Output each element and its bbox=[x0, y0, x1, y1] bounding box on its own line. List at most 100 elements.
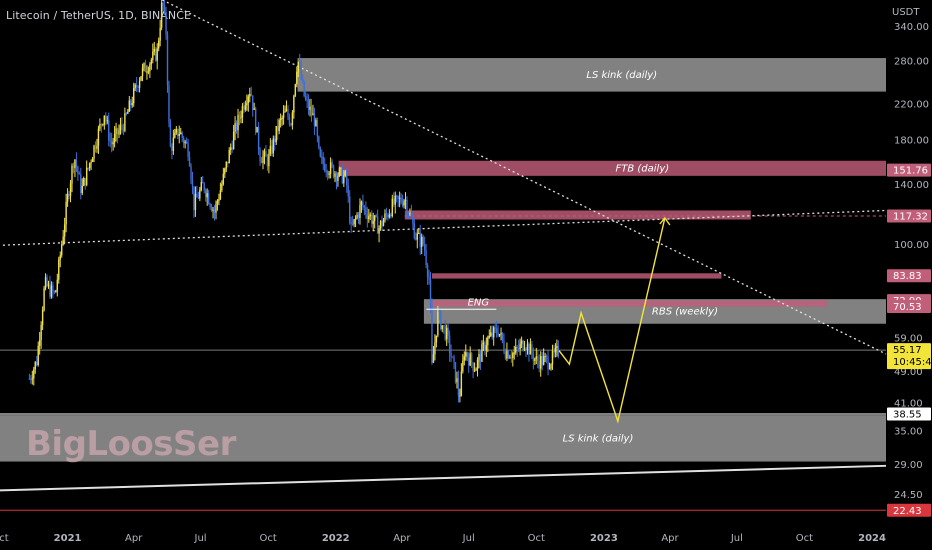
candle-7 bbox=[38, 340, 41, 346]
candle-165 bbox=[271, 145, 273, 154]
candle-187 bbox=[303, 81, 305, 97]
candle-108 bbox=[187, 143, 189, 157]
candle-49 bbox=[100, 123, 103, 125]
candle-82 bbox=[149, 64, 151, 72]
candle-24 bbox=[63, 224, 66, 237]
candle-121 bbox=[206, 193, 208, 198]
candle-80 bbox=[146, 71, 148, 73]
candle-79 bbox=[144, 63, 147, 73]
candle-77 bbox=[141, 67, 144, 77]
candle-122 bbox=[207, 193, 210, 205]
price-badge-2 bbox=[887, 269, 931, 283]
candle-284 bbox=[445, 327, 448, 340]
candle-185 bbox=[300, 65, 302, 80]
candle-292 bbox=[457, 378, 460, 396]
candle-60 bbox=[116, 128, 119, 135]
candle-120 bbox=[205, 190, 207, 198]
candle-0 bbox=[28, 378, 31, 380]
candle-350 bbox=[542, 356, 545, 365]
candle-241 bbox=[382, 220, 385, 227]
x-tick-3: Jul bbox=[194, 533, 207, 544]
price-badge-1 bbox=[887, 209, 931, 223]
candle-268 bbox=[422, 236, 424, 245]
candle-217 bbox=[347, 185, 349, 197]
candle-254 bbox=[401, 202, 404, 206]
candle-281 bbox=[441, 325, 443, 330]
candle-44 bbox=[93, 145, 95, 159]
candle-246 bbox=[390, 214, 392, 217]
candle-203 bbox=[326, 171, 329, 175]
candle-97 bbox=[171, 146, 173, 151]
candle-50 bbox=[102, 124, 104, 126]
candle-235 bbox=[373, 215, 376, 221]
candle-42 bbox=[90, 162, 92, 164]
candle-278 bbox=[437, 311, 439, 336]
candle-18 bbox=[55, 290, 57, 293]
candle-145 bbox=[241, 106, 244, 118]
candle-90 bbox=[160, 2, 163, 28]
candle-172 bbox=[281, 117, 283, 119]
candle-174 bbox=[284, 110, 286, 113]
candle-299 bbox=[468, 357, 470, 366]
y-tick-1: 280.00 bbox=[894, 57, 929, 68]
candle-295 bbox=[462, 360, 464, 372]
candle-43 bbox=[91, 158, 94, 163]
candle-343 bbox=[532, 353, 535, 361]
projection-layer bbox=[558, 216, 671, 424]
candle-258 bbox=[407, 213, 410, 215]
candle-136 bbox=[228, 149, 230, 164]
price-badge-5 bbox=[887, 343, 931, 370]
candle-316 bbox=[492, 327, 495, 338]
candle-317 bbox=[494, 327, 496, 329]
candle-234 bbox=[372, 220, 374, 224]
candle-311 bbox=[485, 345, 488, 351]
candle-249 bbox=[394, 195, 396, 205]
candle-348 bbox=[540, 355, 542, 369]
candle-137 bbox=[229, 147, 232, 150]
candle-16 bbox=[52, 285, 54, 292]
candle-135 bbox=[227, 161, 229, 164]
candle-83 bbox=[150, 59, 153, 65]
projection-arrowhead bbox=[659, 216, 671, 226]
candle-51 bbox=[103, 115, 106, 125]
candle-152 bbox=[252, 95, 254, 110]
candle-125 bbox=[212, 209, 214, 211]
candle-346 bbox=[537, 356, 539, 362]
candle-179 bbox=[291, 112, 294, 126]
candle-76 bbox=[140, 76, 142, 81]
candle-207 bbox=[332, 165, 335, 177]
x-tick-1: 2021 bbox=[54, 533, 82, 544]
candle-66 bbox=[125, 113, 128, 115]
candle-259 bbox=[409, 212, 411, 215]
candle-333 bbox=[517, 347, 520, 350]
candle-78 bbox=[143, 63, 145, 68]
y-tick-2: 220.00 bbox=[894, 100, 929, 111]
candle-250 bbox=[396, 195, 398, 197]
candle-81 bbox=[147, 71, 150, 73]
candle-304 bbox=[475, 369, 477, 371]
candle-107 bbox=[185, 141, 188, 144]
candle-216 bbox=[346, 171, 348, 186]
candle-30 bbox=[72, 165, 75, 169]
candle-182 bbox=[296, 71, 298, 85]
candle-154 bbox=[254, 108, 257, 133]
candle-140 bbox=[234, 123, 236, 132]
candle-64 bbox=[122, 126, 125, 131]
candle-94 bbox=[166, 34, 169, 86]
candle-119 bbox=[203, 183, 205, 191]
candle-274 bbox=[431, 305, 433, 363]
candle-293 bbox=[459, 395, 461, 397]
candle-130 bbox=[219, 190, 222, 200]
candle-291 bbox=[456, 378, 458, 383]
candle-183 bbox=[297, 62, 299, 72]
candle-118 bbox=[202, 182, 204, 184]
x-tick-10: Apr bbox=[661, 533, 679, 544]
candle-115 bbox=[197, 197, 200, 199]
candle-103 bbox=[180, 132, 182, 135]
candle-243 bbox=[385, 213, 388, 215]
candle-272 bbox=[428, 277, 430, 280]
candle-222 bbox=[354, 218, 357, 220]
candle-252 bbox=[398, 197, 401, 199]
zone-6 bbox=[0, 415, 886, 462]
